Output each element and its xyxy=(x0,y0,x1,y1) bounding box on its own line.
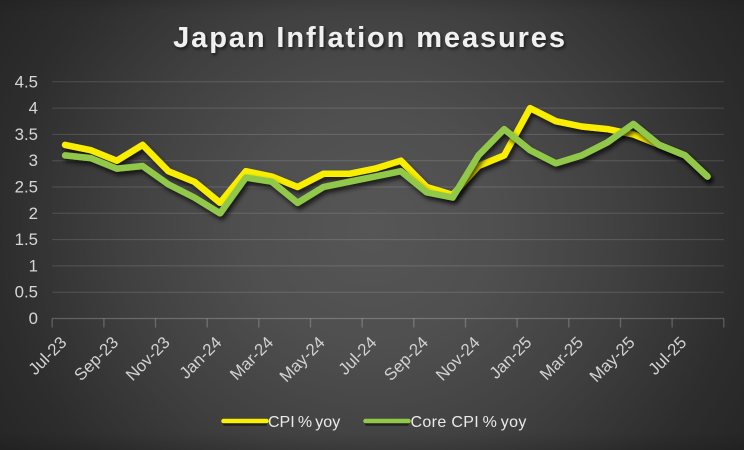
svg-text:0: 0 xyxy=(29,309,38,328)
svg-text:Jan-24: Jan-24 xyxy=(176,333,226,383)
svg-text:Sep-24: Sep-24 xyxy=(380,333,432,385)
svg-text:Japan Inflation measures: Japan Inflation measures xyxy=(173,22,567,54)
svg-text:May-24: May-24 xyxy=(276,333,329,386)
svg-text:4.5: 4.5 xyxy=(15,72,38,91)
svg-text:2.5: 2.5 xyxy=(15,178,38,197)
svg-text:Jul-24: Jul-24 xyxy=(335,333,381,379)
svg-text:2: 2 xyxy=(29,204,38,223)
svg-text:Jul-23: Jul-23 xyxy=(25,333,71,379)
svg-text:Core CPI % yoy: Core CPI % yoy xyxy=(411,414,527,431)
svg-text:CPI % yoy: CPI % yoy xyxy=(268,414,340,431)
svg-text:May-25: May-25 xyxy=(586,333,639,386)
svg-text:Sep-23: Sep-23 xyxy=(70,333,122,385)
svg-text:1.5: 1.5 xyxy=(15,230,38,249)
svg-text:Mar-25: Mar-25 xyxy=(536,333,587,384)
svg-text:Nov-23: Nov-23 xyxy=(122,333,174,385)
svg-text:Nov-24: Nov-24 xyxy=(432,333,484,385)
svg-text:1: 1 xyxy=(29,256,38,275)
svg-text:Jul-25: Jul-25 xyxy=(645,333,691,379)
svg-text:Jan-25: Jan-25 xyxy=(486,333,536,383)
svg-text:4: 4 xyxy=(29,99,38,118)
svg-text:3.5: 3.5 xyxy=(15,125,38,144)
svg-text:3: 3 xyxy=(29,151,38,170)
svg-text:0.5: 0.5 xyxy=(15,283,38,302)
svg-text:Mar-24: Mar-24 xyxy=(226,333,277,384)
